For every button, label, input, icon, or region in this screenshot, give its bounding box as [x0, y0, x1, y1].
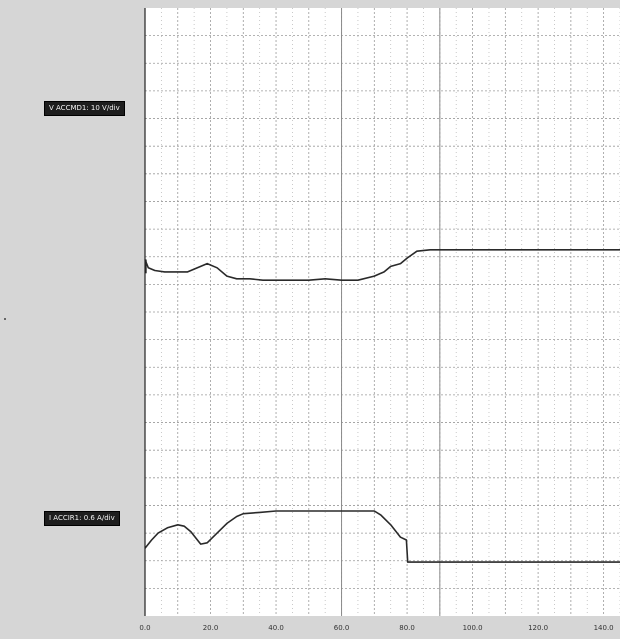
left-edge-marker — [4, 318, 6, 320]
x-tick-label: 0.0 — [139, 624, 150, 632]
x-tick-label: 60.0 — [334, 624, 350, 632]
grid — [145, 8, 620, 616]
channel-label-voltage[interactable]: V ACCMD1: 10 V/div — [44, 101, 125, 116]
x-tick-label: 140.0 — [594, 624, 614, 632]
x-tick-label: 40.0 — [268, 624, 284, 632]
x-tick-label: 120.0 — [528, 624, 548, 632]
trace-channel-1 — [144, 249, 620, 282]
trace-channel-2 — [144, 510, 620, 563]
x-tick-label: 20.0 — [203, 624, 219, 632]
x-tick-label: 80.0 — [399, 624, 415, 632]
channel-label-current[interactable]: I ACCIR1: 0.6 A/div — [44, 511, 120, 526]
x-tick-label: 100.0 — [463, 624, 483, 632]
traces — [144, 249, 620, 563]
x-tick-labels: 0.0 20.0 40.0 60.0 80.0 100.0 120.0 140.0 — [139, 624, 613, 632]
